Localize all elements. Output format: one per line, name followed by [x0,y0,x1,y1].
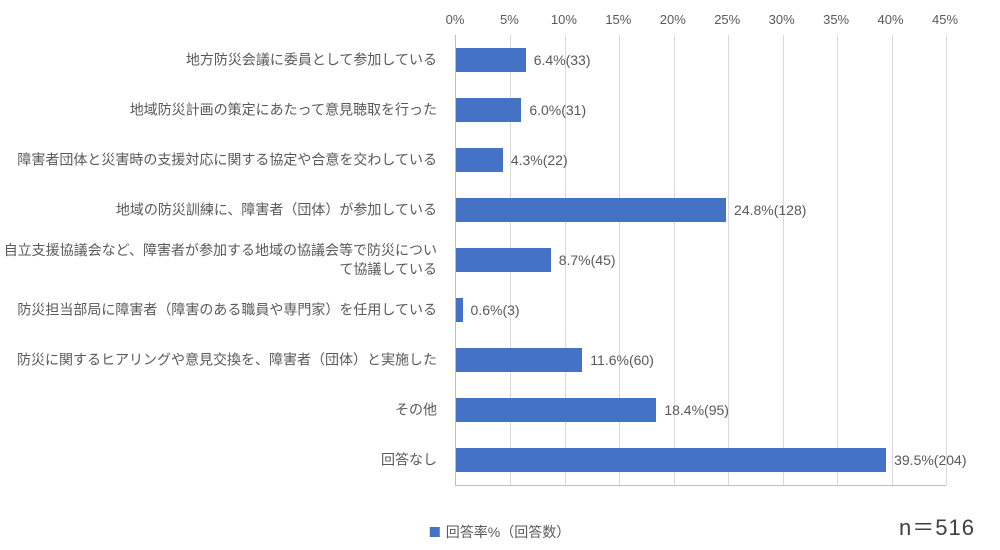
category-label: 障害者団体と災害時の支援対応に関する協定や合意を交わしている [0,151,445,170]
bar-row: その他 18.4%(95) [0,385,1000,435]
category-label: 自立支援協議会など、障害者が参加する地域の協議会等で防災について協議している [0,241,445,279]
legend-text: 回答率%（回答数） [446,524,570,540]
value-label: 6.4%(33) [534,52,591,68]
sample-size: n＝516 [899,510,975,542]
bar-row: 地方防災会議に委員として参加している 6.4%(33) [0,35,1000,85]
bar-row: 地域の防災訓練に、障害者（団体）が参加している 24.8%(128) [0,185,1000,235]
x-tick-label: 5% [500,12,519,27]
bar-row: 防災に関するヒアリングや意見交換を、障害者（団体）と実施した 11.6%(60) [0,335,1000,385]
x-tick-label: 40% [878,12,904,27]
bar [456,298,463,322]
value-label: 0.6%(3) [471,302,520,318]
value-label: 39.5%(204) [894,452,966,468]
bar [456,198,726,222]
horizontal-bar-chart: 0% 5% 10% 15% 20% 25% 30% 35% 40% 45% 地方防災会議に委員とし… [0,0,1000,550]
value-label: 4.3%(22) [511,152,568,168]
legend-swatch [430,527,440,537]
bar-row: 地域防災計画の策定にあたって意見聴取を行った 6.0%(31) [0,85,1000,135]
category-label: その他 [0,401,445,420]
value-label: 6.0%(31) [529,102,586,118]
bar [456,398,656,422]
bar [456,148,503,172]
category-label: 地域防災計画の策定にあたって意見聴取を行った [0,101,445,120]
x-tick-label: 30% [769,12,795,27]
bar [456,348,582,372]
category-label: 回答なし [0,451,445,470]
bar-row: 防災担当部局に障害者（障害のある職員や専門家）を任用している 0.6%(3) [0,285,1000,335]
x-tick-label: 0% [446,12,465,27]
category-label: 防災担当部局に障害者（障害のある職員や専門家）を任用している [0,301,445,320]
x-tick-label: 35% [823,12,849,27]
value-label: 24.8%(128) [734,202,806,218]
value-label: 11.6%(60) [590,352,654,368]
x-tick-label: 10% [551,12,577,27]
value-label: 8.7%(45) [559,252,616,268]
bar [456,48,526,72]
bar [456,98,521,122]
x-tick-label: 45% [932,12,958,27]
x-tick-label: 15% [605,12,631,27]
bar-row: 回答なし 39.5%(204) [0,435,1000,485]
value-label: 18.4%(95) [664,402,729,418]
legend: 回答率%（回答数） [430,522,570,542]
category-label: 地方防災会議に委員として参加している [0,51,445,70]
bar [456,448,886,472]
category-label: 地域の防災訓練に、障害者（団体）が参加している [0,201,445,220]
bar-row: 自立支援協議会など、障害者が参加する地域の協議会等で防災について協議している 8.… [0,235,1000,285]
bar [456,248,551,272]
x-tick-label: 20% [660,12,686,27]
x-tick-label: 25% [714,12,740,27]
category-label: 防災に関するヒアリングや意見交換を、障害者（団体）と実施した [0,351,445,370]
bar-row: 障害者団体と災害時の支援対応に関する協定や合意を交わしている 4.3%(22) [0,135,1000,185]
